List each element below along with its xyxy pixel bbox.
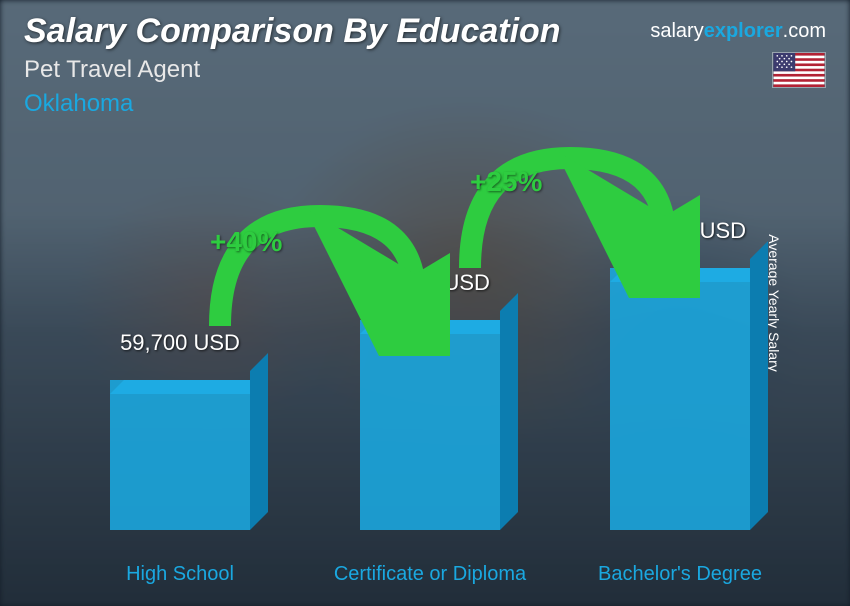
bar-category-label: Bachelor's Degree (580, 562, 780, 586)
bar-group: 104,000 USDBachelor's Degree (580, 268, 780, 530)
bar (110, 380, 250, 530)
bar-group: 59,700 USDHigh School (80, 380, 280, 530)
bar-category-label: High School (80, 562, 280, 586)
brand-prefix: salary (650, 20, 703, 42)
arrow-icon (440, 128, 700, 298)
increment-label: +40% (210, 226, 282, 258)
bar (610, 268, 750, 530)
brand-mid: explorer (704, 20, 783, 42)
bar-side-face (250, 353, 268, 530)
location-label: Oklahoma (24, 90, 133, 118)
arrow-icon (190, 186, 450, 356)
increment-label: +25% (470, 166, 542, 198)
bar-chart: 59,700 USDHigh School83,400 USDCertifica… (40, 116, 800, 586)
brand-suffix: .com (783, 20, 826, 42)
increment-arrow: +40% (190, 186, 450, 361)
us-flag-icon (772, 52, 826, 88)
bar-category-label: Certificate or Diploma (330, 562, 530, 586)
page-title: Salary Comparison By Education (24, 12, 561, 51)
increment-arrow: +25% (440, 128, 700, 303)
brand-logo: salaryexplorer.com (650, 20, 826, 43)
bar-front-face (110, 380, 250, 530)
bar-side-face (500, 293, 518, 530)
chart-container: Salary Comparison By Education Pet Trave… (0, 0, 850, 606)
bar-side-face (750, 241, 768, 530)
bar-front-face (610, 268, 750, 530)
job-title: Pet Travel Agent (24, 56, 200, 84)
